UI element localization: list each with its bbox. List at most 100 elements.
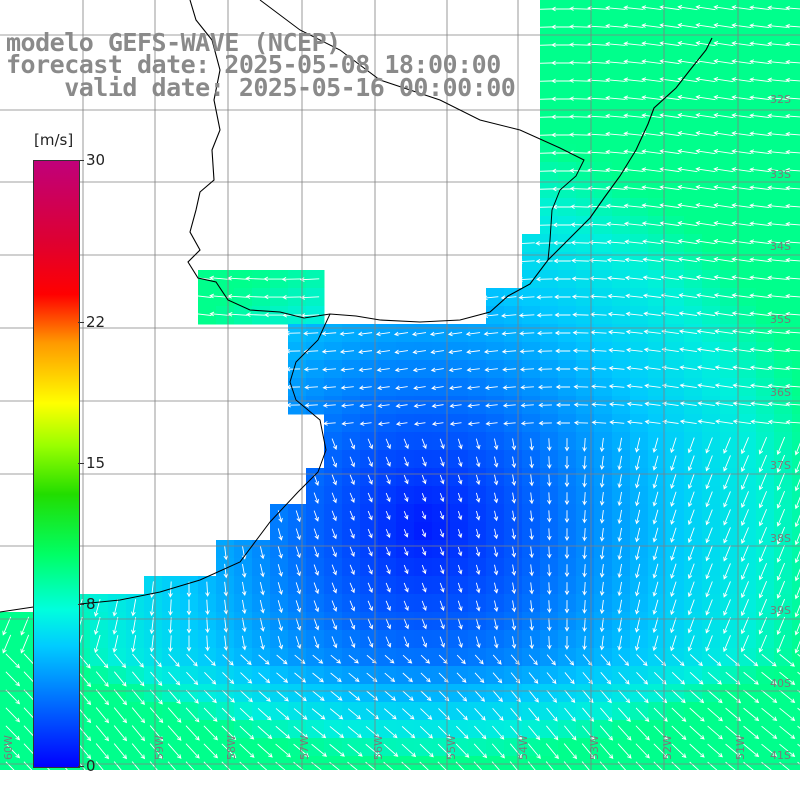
wind-arrow <box>430 367 444 373</box>
wind-arrow <box>223 617 229 633</box>
wind-arrow <box>794 550 800 564</box>
wind-arrow <box>421 492 427 503</box>
wind-arrow <box>385 582 391 593</box>
wind-arrow <box>776 508 786 527</box>
latitude-label: 41S <box>770 749 791 762</box>
wind-speed-cell <box>792 396 800 415</box>
wind-arrow <box>77 707 92 724</box>
wind-arrow <box>413 421 426 427</box>
wind-arrow <box>185 725 200 741</box>
wind-arrow <box>636 654 648 667</box>
wind-arrow <box>605 5 626 11</box>
wind-arrow <box>257 690 271 702</box>
wind-arrow <box>731 23 752 29</box>
wind-arrow <box>511 600 517 613</box>
wind-arrow <box>529 474 534 487</box>
wind-arrow <box>749 167 770 172</box>
wind-arrow <box>599 527 605 542</box>
wind-arrow <box>785 257 800 263</box>
wind-arrow <box>670 473 677 489</box>
wind-arrow <box>599 473 605 488</box>
wind-arrow <box>77 653 91 669</box>
wind-arrow <box>741 491 749 509</box>
wind-arrow <box>564 600 570 614</box>
wind-arrow <box>132 671 145 687</box>
wind-arrow <box>749 311 770 316</box>
wind-arrow <box>277 635 284 650</box>
wind-arrow <box>546 510 552 523</box>
wind-arrow <box>623 5 644 11</box>
wind-arrow <box>245 276 266 281</box>
wind-arrow <box>221 707 236 722</box>
wind-arrow <box>687 545 695 562</box>
wind-arrow <box>564 492 570 506</box>
wind-arrow <box>209 275 230 281</box>
wind-arrow <box>475 456 481 468</box>
wind-arrow <box>582 528 587 542</box>
wind-arrow <box>349 582 355 594</box>
wind-arrow <box>652 509 659 525</box>
wind-arrow <box>582 582 587 596</box>
wind-arrow <box>322 367 337 372</box>
wind-arrow <box>367 528 373 539</box>
wind-arrow <box>723 581 731 598</box>
wind-arrow <box>617 437 623 453</box>
wind-arrow <box>794 532 800 546</box>
model-title: modelo GEFS-WAVE (NCEP) <box>6 28 341 57</box>
wind-arrow <box>623 113 644 119</box>
wind-arrow <box>241 599 247 615</box>
wind-arrow <box>245 312 266 317</box>
wind-arrow <box>741 473 749 491</box>
wind-arrow <box>150 653 162 668</box>
wind-arrow <box>785 275 800 281</box>
colorbar <box>33 160 80 768</box>
wind-arrow <box>457 456 463 468</box>
wind-arrow <box>731 329 752 335</box>
wind-arrow <box>293 743 310 758</box>
wind-arrow <box>277 564 283 577</box>
wind-arrow <box>511 492 517 504</box>
wind-arrow <box>437 743 452 758</box>
wind-arrow <box>517 259 535 264</box>
wind-arrow <box>785 23 800 29</box>
wind-arrow <box>659 167 680 173</box>
wind-arrow <box>767 59 788 65</box>
wind-speed-cell <box>792 0 800 19</box>
wind-arrow <box>474 672 485 684</box>
latitude-label: 32S <box>770 93 791 106</box>
wind-arrow <box>295 618 302 631</box>
wind-arrow <box>672 654 685 667</box>
wind-arrow <box>341 421 354 426</box>
wind-arrow <box>555 384 571 390</box>
wind-speed-cell <box>792 432 800 451</box>
wind-arrow <box>696 347 716 353</box>
wind-arrow <box>707 689 723 704</box>
wind-arrow <box>205 635 210 652</box>
wind-arrow <box>677 148 698 155</box>
wind-arrow <box>537 348 553 354</box>
longitude-label: 52W <box>661 735 674 760</box>
wind-arrow <box>519 367 535 372</box>
wind-arrow <box>714 383 734 389</box>
wind-arrow <box>475 528 481 539</box>
wind-arrow <box>705 491 713 508</box>
wind-arrow <box>776 472 786 491</box>
wind-arrow <box>555 402 571 408</box>
wind-arrow <box>431 385 444 391</box>
wind-arrow <box>467 421 480 426</box>
wind-arrow <box>767 203 788 209</box>
wind-arrow <box>482 295 499 301</box>
wind-arrow <box>376 349 391 355</box>
wind-arrow <box>776 436 786 455</box>
wind-arrow <box>475 438 481 450</box>
wind-arrow <box>149 707 164 724</box>
wind-arrow <box>569 168 590 173</box>
wind-arrow <box>758 563 767 581</box>
wind-arrow <box>723 599 731 616</box>
wind-arrow <box>403 492 409 503</box>
wind-arrow <box>295 528 301 541</box>
wind-arrow <box>492 725 505 740</box>
wind-arrow <box>749 23 770 28</box>
wind-arrow <box>321 349 337 354</box>
wind-arrow <box>767 185 788 191</box>
